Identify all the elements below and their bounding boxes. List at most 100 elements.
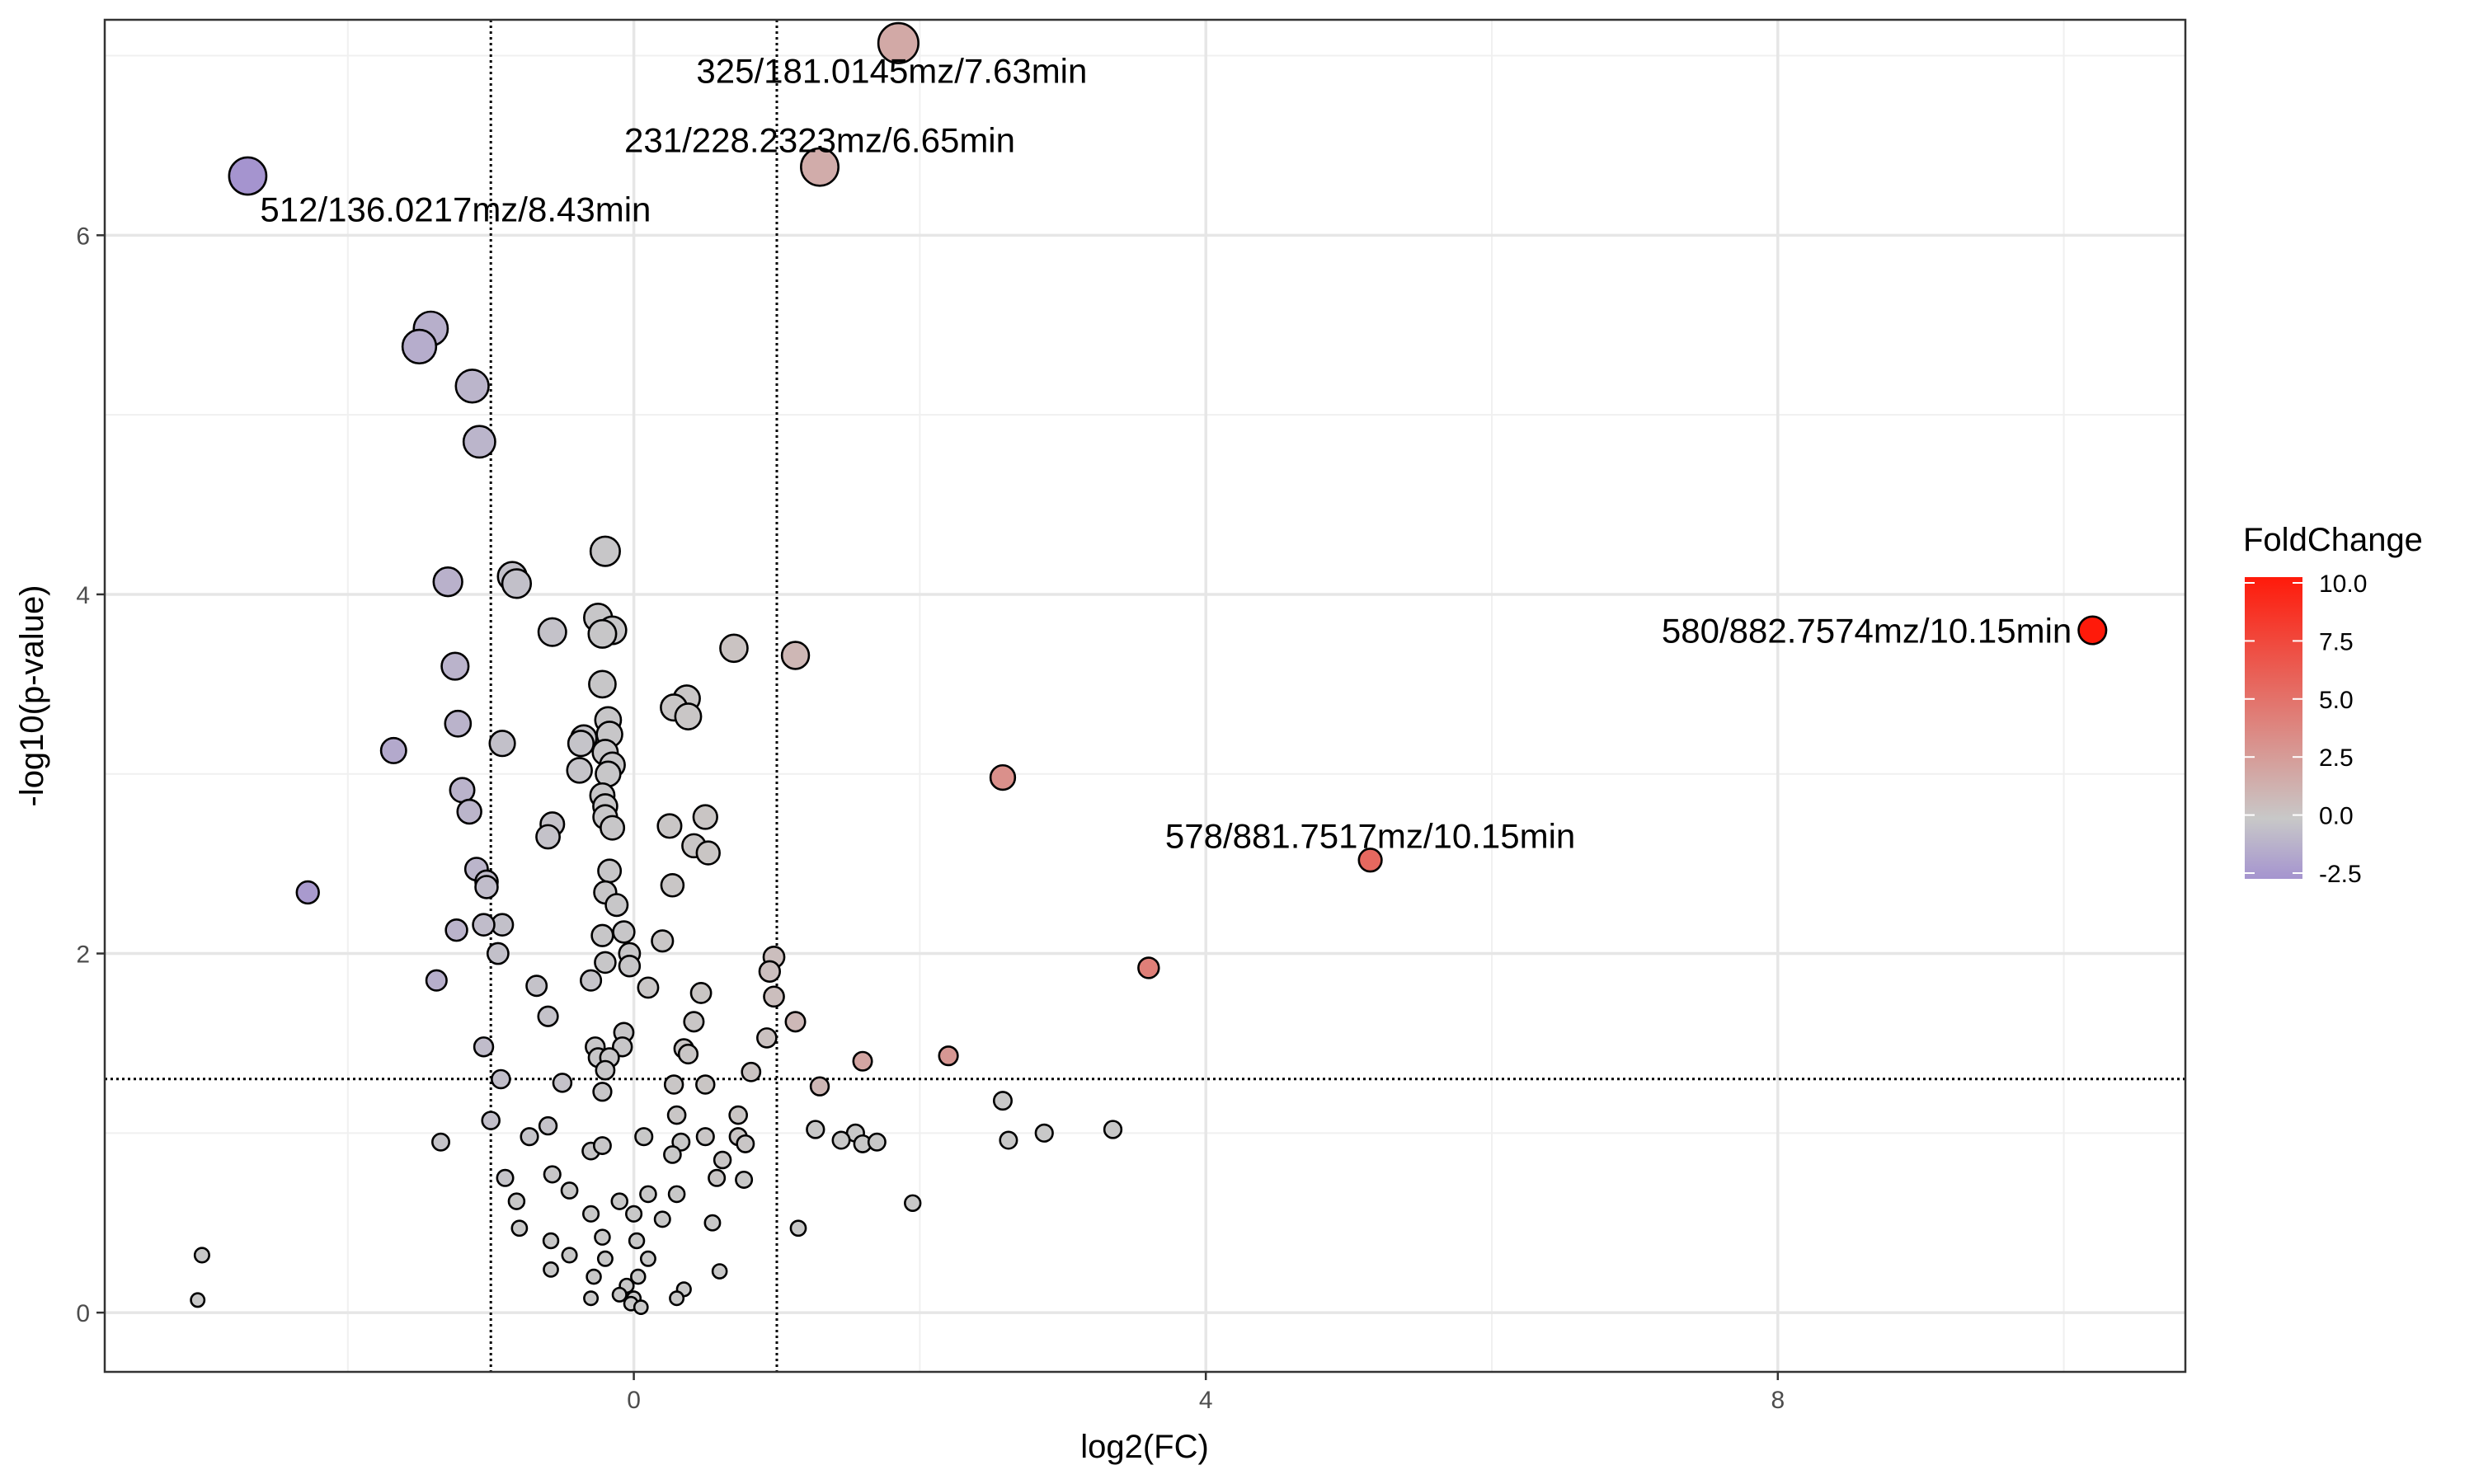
point-annotation: 580/882.7574mz/10.15min xyxy=(1662,612,2072,650)
data-point xyxy=(651,929,675,953)
data-point xyxy=(708,1168,727,1187)
legend-tick-label: 0.0 xyxy=(2319,803,2354,830)
axis-ticks: 0 4 8 0 2 4 6 xyxy=(76,223,1785,1414)
data-point xyxy=(735,1170,754,1189)
data-point xyxy=(588,669,617,699)
y-tick-label: 0 xyxy=(76,1300,90,1327)
data-point xyxy=(456,798,482,825)
data-point xyxy=(597,858,623,884)
data-point xyxy=(193,1247,210,1264)
data-point xyxy=(741,1061,762,1082)
point-annotation: 512/136.0217mz/8.43min xyxy=(260,190,651,228)
data-point xyxy=(379,736,407,764)
data-point xyxy=(589,535,621,567)
data-point xyxy=(784,1011,807,1033)
data-point xyxy=(611,1286,628,1303)
data-point xyxy=(295,880,320,905)
data-point xyxy=(473,1036,495,1058)
data-point xyxy=(656,813,683,839)
data-point xyxy=(596,1250,614,1267)
data-point xyxy=(425,969,448,992)
data-point xyxy=(904,1194,922,1212)
data-point xyxy=(660,873,685,898)
data-point xyxy=(692,804,718,830)
data-point xyxy=(634,1127,654,1147)
data-point xyxy=(444,918,468,942)
data-point xyxy=(432,566,463,598)
data-point xyxy=(444,709,473,738)
data-point xyxy=(992,1091,1013,1111)
data-point xyxy=(594,951,617,974)
data-point xyxy=(789,1219,807,1237)
data-point xyxy=(831,1130,851,1150)
data-point xyxy=(590,923,614,947)
data-point xyxy=(780,641,811,670)
data-point xyxy=(190,1292,206,1308)
data-point xyxy=(552,1073,573,1093)
data-point xyxy=(989,763,1017,791)
legend-tick-label: 10.0 xyxy=(2319,571,2367,598)
data-point xyxy=(595,1059,616,1081)
data-point xyxy=(560,1181,579,1200)
data-point xyxy=(593,1136,612,1156)
data-point xyxy=(580,969,603,992)
y-tick-label: 6 xyxy=(76,223,90,250)
data-point xyxy=(639,1185,657,1204)
data-point xyxy=(625,1205,643,1223)
data-point xyxy=(2077,615,2108,646)
data-point xyxy=(507,1192,526,1210)
legend-ticks: 10.0 7.5 5.0 2.5 0.0 -2.5 xyxy=(2245,571,2367,888)
x-tick-label: 4 xyxy=(1199,1387,1213,1414)
legend: FoldChange 10.0 7.5 5.0 2.5 0.0 -2.5 xyxy=(2243,522,2423,888)
data-point xyxy=(594,1228,611,1246)
data-point xyxy=(543,1165,562,1184)
data-point xyxy=(454,369,490,404)
data-point xyxy=(537,617,567,647)
data-point xyxy=(695,840,721,866)
data-point xyxy=(486,942,510,965)
data-point xyxy=(728,1105,749,1125)
data-point xyxy=(472,913,496,937)
data-point xyxy=(713,1150,732,1170)
data-point xyxy=(695,1074,716,1095)
data-point xyxy=(683,1011,705,1033)
y-tick-label: 2 xyxy=(76,942,90,969)
data-point xyxy=(440,651,470,681)
data-point xyxy=(595,760,622,787)
data-point xyxy=(639,1250,656,1267)
data-point xyxy=(628,1232,646,1250)
legend-title: FoldChange xyxy=(2243,522,2423,558)
data-point xyxy=(525,974,548,998)
data-point xyxy=(537,1005,559,1027)
data-points xyxy=(190,21,2108,1315)
data-point xyxy=(867,1132,887,1152)
data-point xyxy=(669,1290,685,1307)
data-point xyxy=(510,1219,529,1237)
data-point xyxy=(719,633,749,664)
data-point xyxy=(538,1115,558,1136)
legend-colorbar xyxy=(2245,577,2302,879)
data-point xyxy=(431,1132,450,1152)
data-point xyxy=(671,1132,691,1152)
point-annotations: 325/181.0145mz/7.63min 231/228.2323mz/6.6… xyxy=(260,51,2072,855)
data-point xyxy=(567,730,595,758)
data-point xyxy=(630,1268,647,1285)
data-point xyxy=(582,1205,600,1223)
data-point xyxy=(449,777,476,804)
legend-tick-label: 5.0 xyxy=(2319,687,2354,714)
data-point xyxy=(663,1145,682,1164)
plot-panel-border xyxy=(103,18,2187,1374)
data-point xyxy=(653,1210,671,1228)
plot-panel-bg xyxy=(105,20,2185,1372)
data-point xyxy=(618,955,642,978)
data-point xyxy=(663,1074,684,1095)
data-point xyxy=(612,920,636,944)
data-point xyxy=(481,1111,501,1130)
grid-lines xyxy=(105,20,2185,1372)
data-point xyxy=(1034,1123,1054,1143)
data-point xyxy=(637,976,660,999)
data-point xyxy=(491,1068,511,1090)
data-point xyxy=(1137,956,1160,979)
reference-lines xyxy=(105,20,2185,1372)
